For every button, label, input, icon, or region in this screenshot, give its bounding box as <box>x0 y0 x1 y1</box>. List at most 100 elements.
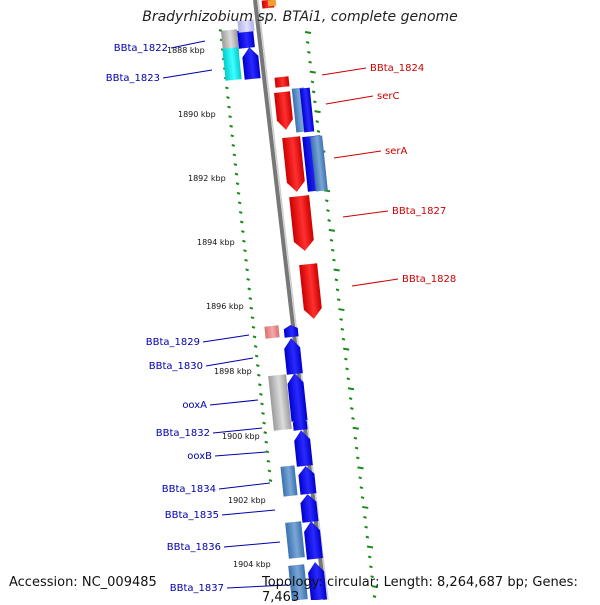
tick-mark <box>238 210 243 214</box>
accession-value: NC_009485 <box>81 575 157 590</box>
tick-mark <box>232 153 237 157</box>
callout-line <box>333 150 382 159</box>
gene-arrow <box>222 47 242 81</box>
callout-line <box>214 451 267 457</box>
tick-mark <box>345 367 349 371</box>
tick-mark <box>228 115 232 119</box>
tick-mark <box>372 595 377 598</box>
gene-arrow <box>274 76 290 88</box>
scale-label: 1890 kbp <box>178 110 216 119</box>
tick-mark <box>231 143 236 147</box>
scale-label: 1888 kbp <box>167 46 205 55</box>
callout-line <box>212 427 263 434</box>
gene-arrow <box>308 562 327 601</box>
tick-mark <box>355 456 360 460</box>
gene-label: BBta_1827 <box>392 206 446 217</box>
genes-value: 7,463 <box>262 590 300 605</box>
genes-label: Genes: <box>532 575 578 590</box>
topology-label: Topology: <box>262 575 323 590</box>
scale-labels: 1888 kbp 1890 kbp 1892 kbp 1894 kbp 1896 kbp… <box>167 46 271 569</box>
tick-mark <box>362 505 369 509</box>
tick-mark <box>262 421 266 425</box>
gene-arrow <box>310 135 328 192</box>
gene-label: serA <box>385 146 407 157</box>
gene-arrow <box>237 29 255 49</box>
tick-mark <box>365 535 370 539</box>
tick-mark <box>254 354 259 358</box>
tick-mark <box>227 105 231 109</box>
gene-label: BBta_1823 <box>106 73 160 84</box>
tick-mark <box>364 525 368 529</box>
gene-label: BBta_1822 <box>114 43 168 54</box>
tick-mark <box>307 50 311 54</box>
gene-features <box>220 0 328 601</box>
tick-mark <box>226 96 230 99</box>
tick-mark <box>369 565 373 569</box>
tick-mark <box>267 469 272 473</box>
tick-mark <box>243 249 247 253</box>
callout-line <box>209 399 259 406</box>
scale-label: 1896 kbp <box>206 302 244 311</box>
tick-mark <box>340 327 345 331</box>
tick-mark <box>371 585 378 589</box>
tick-mark <box>359 486 364 490</box>
left-tick-track <box>218 29 273 482</box>
tick-mark <box>249 306 254 310</box>
tick-mark <box>252 335 257 339</box>
gene-label: BBta_1834 <box>162 484 216 495</box>
tick-mark <box>329 238 334 242</box>
gene-arrow <box>300 494 319 523</box>
tick-mark <box>241 230 245 234</box>
length-label: Length: <box>383 575 433 590</box>
tick-mark <box>350 407 354 410</box>
scale-label: 1894 kbp <box>197 238 235 247</box>
tick-mark <box>330 248 335 252</box>
scale-label: 1902 kbp <box>228 496 266 505</box>
tick-mark <box>313 100 317 104</box>
tick-mark <box>316 129 321 133</box>
gene-arrow <box>267 0 277 7</box>
callout-line <box>351 278 399 287</box>
accession-label: Accession: <box>9 575 78 590</box>
gene-arrow <box>287 373 308 422</box>
tick-mark <box>236 191 241 195</box>
callout-line <box>218 482 271 490</box>
tick-mark <box>326 209 330 213</box>
tick-mark <box>247 287 252 291</box>
genome-stats: Topology: circular; Length: 8,264,687 bp… <box>262 575 578 605</box>
gene-arrow <box>304 521 323 560</box>
tick-mark <box>353 436 358 440</box>
callout-line <box>223 541 281 548</box>
topology-value: circular <box>326 575 376 590</box>
gene-arrow <box>285 521 305 559</box>
tick-mark <box>334 278 339 282</box>
gene-label: BBta_1824 <box>370 63 424 74</box>
gene-arrow <box>268 374 292 431</box>
tick-mark <box>335 288 340 292</box>
tick-mark <box>357 466 364 470</box>
tick-mark <box>244 258 248 262</box>
tick-mark <box>341 337 346 341</box>
tick-mark <box>311 90 316 94</box>
gene-label: BBta_1828 <box>402 274 456 285</box>
gene-arrow <box>288 564 308 601</box>
gene-label: BBta_1832 <box>156 428 210 439</box>
gene-label: BBta_1835 <box>165 510 219 521</box>
tick-mark <box>308 60 312 64</box>
tick-mark <box>358 476 363 480</box>
gene-arrow <box>298 466 317 495</box>
tick-mark <box>332 258 336 262</box>
tick-mark <box>346 377 351 381</box>
tick-mark <box>360 496 365 500</box>
tick-mark <box>235 182 240 186</box>
tick-mark <box>237 201 242 205</box>
gene-arrow <box>299 263 322 319</box>
gene-arrow <box>294 430 313 467</box>
tick-mark <box>339 317 343 321</box>
gene-label: BBta_1830 <box>149 361 203 372</box>
gene-label: BBta_1829 <box>146 337 200 348</box>
callout-line <box>162 69 213 79</box>
gene-arrow <box>284 338 303 375</box>
